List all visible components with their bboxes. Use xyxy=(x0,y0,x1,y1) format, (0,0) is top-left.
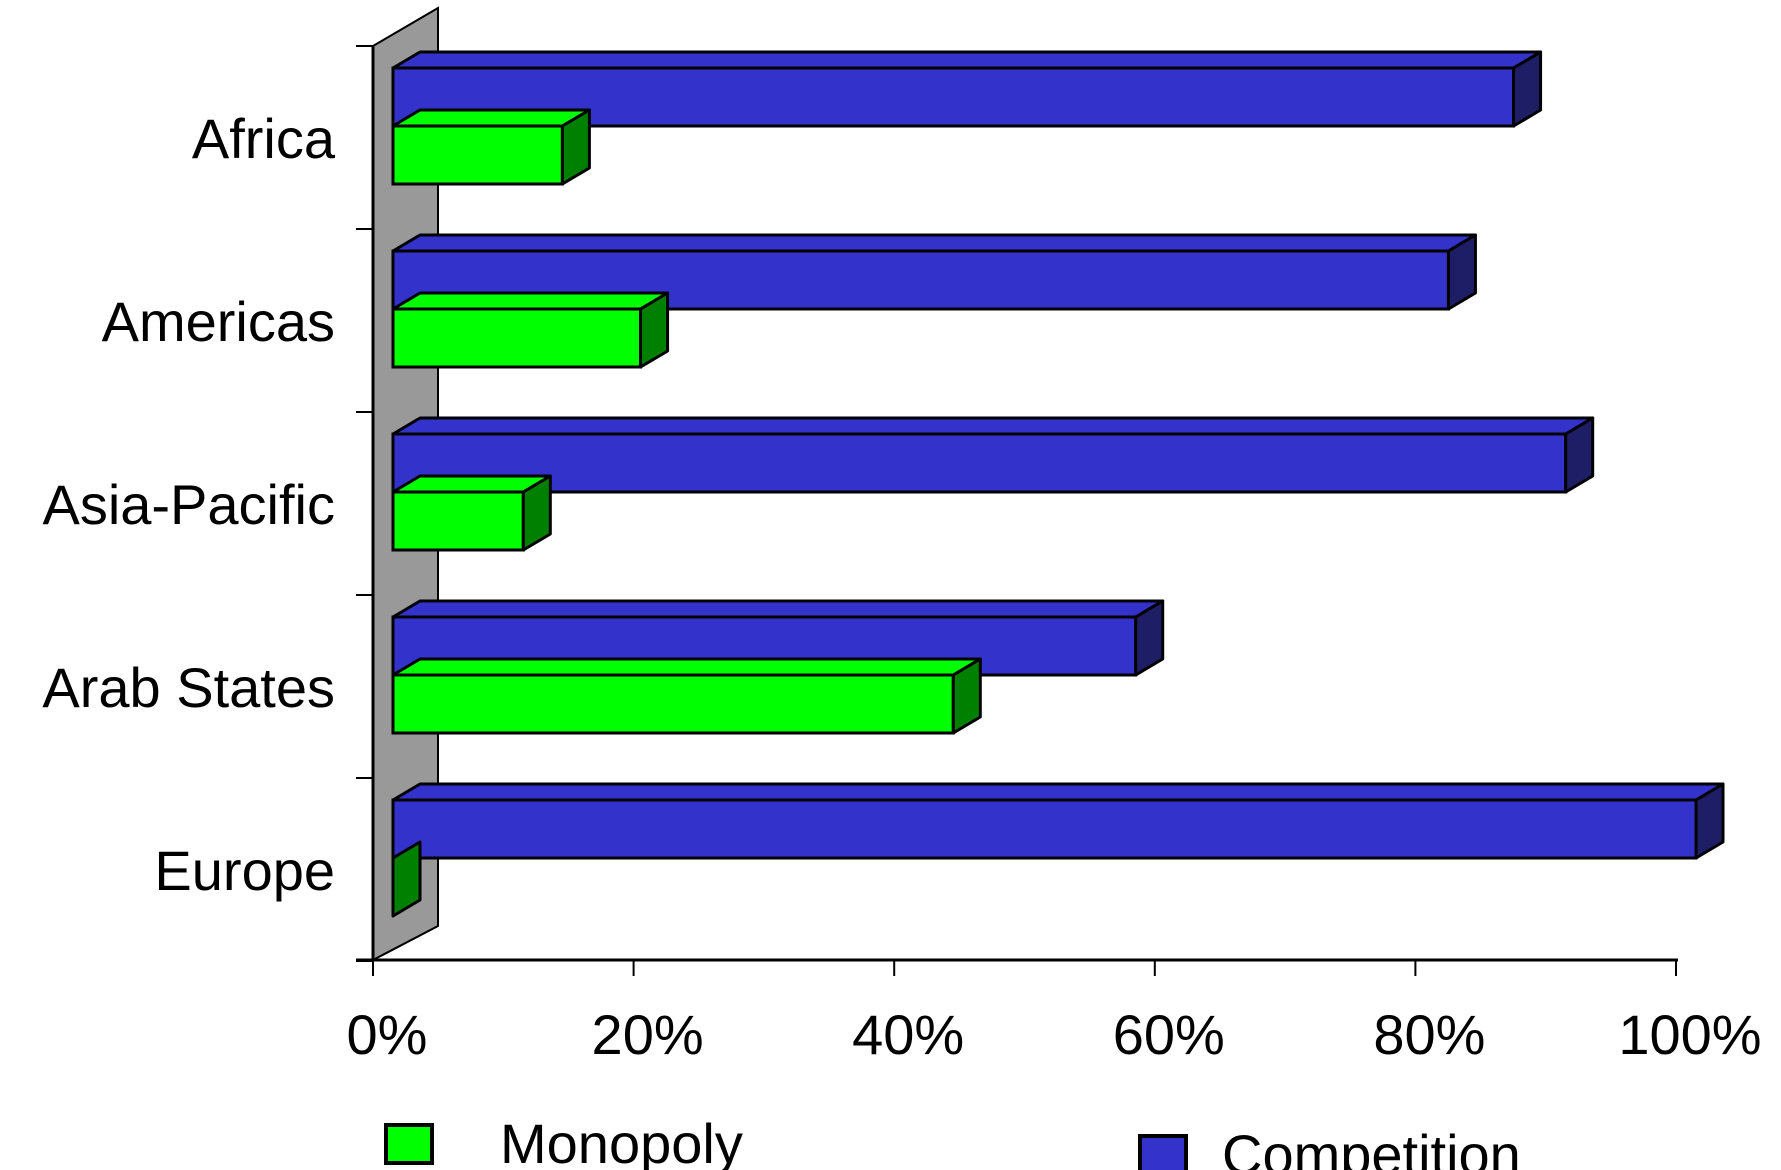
bar-monopoly-asia-pacific-front xyxy=(391,490,525,552)
bar-monopoly-africa-front xyxy=(391,124,564,186)
bar-competition-arab-states-top xyxy=(391,599,1165,619)
x-tick-label: 0% xyxy=(347,1003,428,1066)
legend-item-monopoly: Monopoly xyxy=(384,1112,743,1170)
bar-monopoly-americas-front xyxy=(391,307,643,369)
x-tick-label: 20% xyxy=(592,1003,704,1066)
x-tick-label: 60% xyxy=(1113,1003,1225,1066)
category-label-asia-pacific: Asia-Pacific xyxy=(42,473,335,536)
chart-axes xyxy=(356,45,1678,976)
bar-competition-africa-side xyxy=(1512,50,1543,128)
category-label-africa: Africa xyxy=(192,107,336,170)
bar-monopoly-asia-pacific xyxy=(391,474,552,552)
bar-monopoly-africa xyxy=(391,108,591,186)
bar-competition-asia-pacific-top xyxy=(391,416,1595,436)
bar-monopoly-americas-side xyxy=(639,291,670,369)
legend-swatch xyxy=(1138,1134,1188,1170)
bar-monopoly-americas xyxy=(391,291,670,369)
bar-competition-africa-top xyxy=(391,50,1543,70)
chart-bars xyxy=(391,50,1725,918)
category-labels: Africa Americas Asia-Pacific Arab States Eur… xyxy=(42,107,335,902)
bar-monopoly-arab-states-top xyxy=(391,657,982,677)
bar-monopoly-europe xyxy=(391,840,422,918)
legend-item-competition: Competition xyxy=(1138,1123,1521,1170)
bar-monopoly-asia-pacific-side xyxy=(521,474,552,552)
legend-swatch xyxy=(384,1123,434,1165)
bar-competition-europe-front xyxy=(391,798,1698,860)
category-label-arab-states: Arab States xyxy=(42,656,335,719)
bar-monopoly-arab-states-front xyxy=(391,673,955,735)
bar-monopoly-europe-side xyxy=(391,840,422,918)
bar-competition-europe xyxy=(391,782,1725,860)
bar-competition-asia-pacific-front xyxy=(391,432,1568,494)
legend-label: Monopoly xyxy=(500,1112,743,1170)
bar-monopoly-africa-top xyxy=(391,108,591,128)
bar-competition-europe-side xyxy=(1694,782,1725,860)
x-tick-labels: 0% 20% 40% 60% 80% 100% xyxy=(347,1003,1762,1066)
bar-monopoly-americas-top xyxy=(391,291,670,311)
category-label-americas: Americas xyxy=(102,290,335,353)
x-tick-label: 80% xyxy=(1373,1003,1485,1066)
bar-competition-americas-top xyxy=(391,233,1477,253)
bar-monopoly-africa-side xyxy=(560,108,591,186)
x-tick-label: 40% xyxy=(852,1003,964,1066)
legend-label: Competition xyxy=(1222,1123,1521,1170)
bar-competition-arab-states-side xyxy=(1134,599,1165,677)
chart-legend: Monopoly Competition xyxy=(384,1112,1521,1170)
bar-competition-asia-pacific-side xyxy=(1564,416,1595,494)
x-tick-label: 100% xyxy=(1618,1003,1761,1066)
category-label-europe: Europe xyxy=(154,839,335,902)
bar-monopoly-arab-states xyxy=(391,657,982,735)
bar-competition-asia-pacific xyxy=(391,416,1595,494)
bar-monopoly-arab-states-side xyxy=(951,657,982,735)
bar-competition-europe-top xyxy=(391,782,1725,802)
bar-competition-americas-side xyxy=(1446,233,1477,311)
